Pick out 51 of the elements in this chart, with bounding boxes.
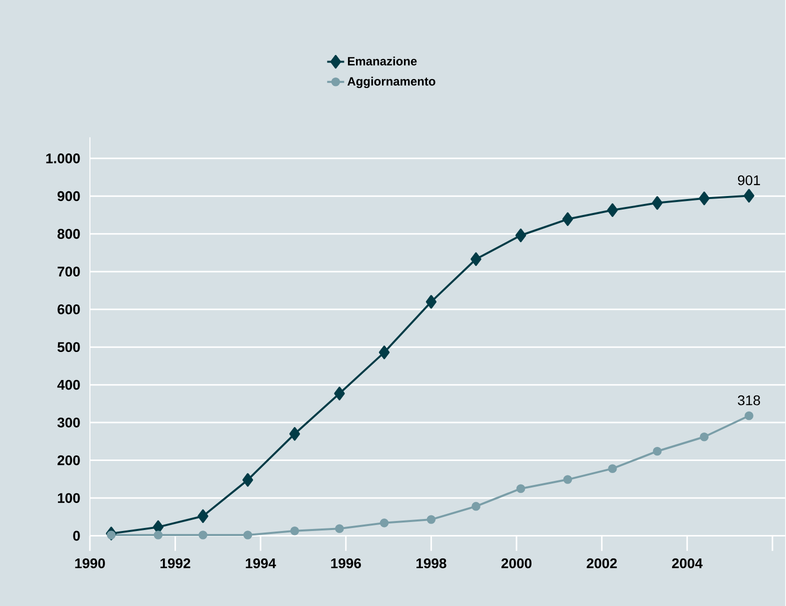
y-tick-label: 400: [57, 380, 80, 390]
y-tick-label: 500: [58, 342, 80, 352]
point: [698, 191, 710, 205]
x-tick-label: 2000: [501, 558, 532, 568]
point: [242, 472, 254, 487]
y-tick-label: 100: [58, 492, 80, 503]
y-tick-label: 0: [73, 530, 80, 541]
point: [198, 509, 208, 523]
point: [470, 252, 482, 266]
point: [154, 530, 163, 540]
point: [290, 526, 300, 536]
y-tick-label: 200: [58, 455, 80, 466]
point: [563, 474, 572, 484]
point: [516, 484, 526, 493]
y-tick-label: 600: [58, 304, 80, 314]
point: [562, 212, 574, 226]
x-tick-label: 1990: [75, 558, 105, 568]
point: [652, 196, 663, 210]
point: [378, 345, 390, 359]
y-tick-label: 800: [58, 228, 80, 239]
y-tick-label: 700: [58, 266, 80, 276]
point: [652, 446, 662, 456]
point: [608, 464, 617, 473]
point: [335, 524, 344, 533]
point: [243, 530, 252, 540]
point: [515, 228, 526, 242]
point: [289, 426, 300, 440]
legend-label: Aggiornamento: [347, 76, 436, 88]
data-label: 318: [738, 395, 760, 406]
point: [334, 386, 345, 400]
point: [426, 514, 436, 524]
x-tick-label: 2004: [672, 558, 703, 568]
y-tick-label: 1.000: [46, 153, 80, 164]
x-tick-label: 1994: [246, 558, 276, 568]
point: [744, 411, 754, 420]
point: [744, 188, 754, 202]
point: [426, 294, 437, 308]
x-tick-label: 1992: [160, 558, 190, 568]
point: [607, 203, 618, 217]
legend-label: Emanazione: [348, 56, 417, 66]
point: [472, 502, 480, 511]
y-tick-label: 300: [57, 417, 80, 428]
point: [106, 530, 116, 540]
point: [380, 518, 389, 528]
x-tick-label: 1998: [416, 558, 446, 568]
x-tick-label: 2002: [586, 558, 617, 568]
y-tick-label: 900: [58, 190, 80, 201]
point: [700, 432, 709, 442]
x-tick-label: 1996: [331, 558, 361, 568]
point: [198, 530, 208, 540]
data-label: 901: [738, 175, 760, 186]
